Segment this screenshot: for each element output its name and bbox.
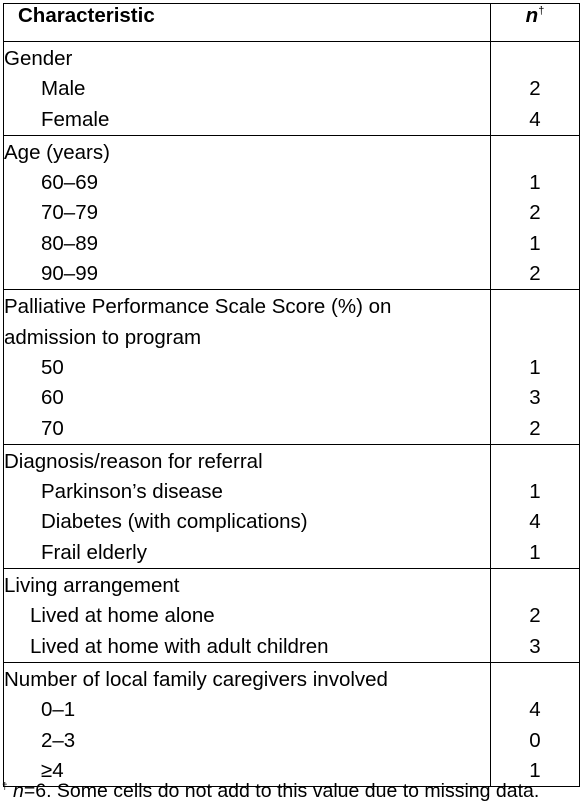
table-row: Female 4	[4, 105, 580, 136]
row-label: 60–69	[4, 168, 491, 198]
table-row: 0–1 4	[4, 695, 580, 725]
row-value: 2	[491, 259, 580, 290]
table-row: 2–3 0	[4, 726, 580, 756]
row-label: Male	[4, 74, 491, 104]
group-title-row: Diagnosis/reason for referral	[4, 444, 580, 477]
row-value: 1	[491, 229, 580, 259]
row-value: 4	[491, 507, 580, 537]
group-title: Living arrangement	[4, 569, 491, 602]
row-value: 1	[491, 538, 580, 569]
footnote-text: =6. Some cells do not add to this value …	[24, 780, 539, 802]
group-title: Gender	[4, 42, 491, 75]
row-label: 60	[4, 383, 491, 413]
row-label: 80–89	[4, 229, 491, 259]
row-label: 90–99	[4, 259, 491, 290]
footnote-mark: †	[2, 782, 8, 793]
footnote-n: n	[13, 780, 24, 802]
group-title-row: admission to program	[4, 323, 580, 353]
row-label: 70–79	[4, 198, 491, 228]
row-value: 2	[491, 601, 580, 631]
table-row: 70 2	[4, 414, 580, 445]
row-value: 3	[491, 383, 580, 413]
table-row: Lived at home with adult children 3	[4, 632, 580, 663]
row-label: Diabetes (with complications)	[4, 507, 491, 537]
row-value: 1	[491, 168, 580, 198]
table-row: 90–99 2	[4, 259, 580, 290]
table-row: 50 1	[4, 353, 580, 383]
row-value: 2	[491, 414, 580, 445]
row-value: 4	[491, 695, 580, 725]
header-n: n†	[491, 4, 580, 42]
group-title-row: Gender	[4, 42, 580, 75]
table-row: 60–69 1	[4, 168, 580, 198]
header-characteristic: Characteristic	[4, 4, 491, 42]
row-label: Frail elderly	[4, 538, 491, 569]
row-value: 1	[491, 353, 580, 383]
header-n-mark: †	[538, 5, 544, 17]
row-label: 2–3	[4, 726, 491, 756]
row-label: Lived at home with adult children	[4, 632, 491, 663]
row-label: Lived at home alone	[4, 601, 491, 631]
table-row: Parkinson’s disease 1	[4, 477, 580, 507]
group-gender: Gender Male 2 Female 4	[4, 42, 580, 136]
row-value: 0	[491, 726, 580, 756]
group-title-row: Palliative Performance Scale Score (%) o…	[4, 290, 580, 323]
row-value: 3	[491, 632, 580, 663]
table-row: 60 3	[4, 383, 580, 413]
group-diagnosis: Diagnosis/reason for referral Parkinson’…	[4, 444, 580, 568]
row-label: 70	[4, 414, 491, 445]
row-label: 50	[4, 353, 491, 383]
table-row: Frail elderly 1	[4, 538, 580, 569]
row-value: 2	[491, 198, 580, 228]
row-value: 2	[491, 74, 580, 104]
table-row: 80–89 1	[4, 229, 580, 259]
header-n-letter: n	[526, 4, 539, 27]
group-title: Diagnosis/reason for referral	[4, 444, 491, 477]
group-title-row: Number of local family caregivers involv…	[4, 662, 580, 695]
row-label: 0–1	[4, 695, 491, 725]
row-label: Parkinson’s disease	[4, 477, 491, 507]
group-title-row: Living arrangement	[4, 569, 580, 602]
header-row: Characteristic n†	[4, 4, 580, 42]
group-caregivers: Number of local family caregivers involv…	[4, 662, 580, 786]
group-age: Age (years) 60–69 1 70–79 2 80–89 1 90–9…	[4, 135, 580, 289]
group-title-row: Age (years)	[4, 135, 580, 168]
row-value: 4	[491, 105, 580, 136]
group-title: Age (years)	[4, 135, 491, 168]
table-row: Male 2	[4, 74, 580, 104]
group-title-continued: admission to program	[4, 323, 491, 353]
group-title: Palliative Performance Scale Score (%) o…	[4, 290, 491, 323]
characteristics-table: Characteristic n† Gender Male 2 Female 4…	[3, 3, 580, 787]
group-living: Living arrangement Lived at home alone 2…	[4, 569, 580, 663]
row-value: 1	[491, 477, 580, 507]
table-row: Diabetes (with complications) 4	[4, 507, 580, 537]
row-label: Female	[4, 105, 491, 136]
table-footnote: † n=6. Some cells do not add to this val…	[2, 780, 539, 803]
group-title: Number of local family caregivers involv…	[4, 662, 491, 695]
group-pps: Palliative Performance Scale Score (%) o…	[4, 290, 580, 444]
table-row: Lived at home alone 2	[4, 601, 580, 631]
table-row: 70–79 2	[4, 198, 580, 228]
